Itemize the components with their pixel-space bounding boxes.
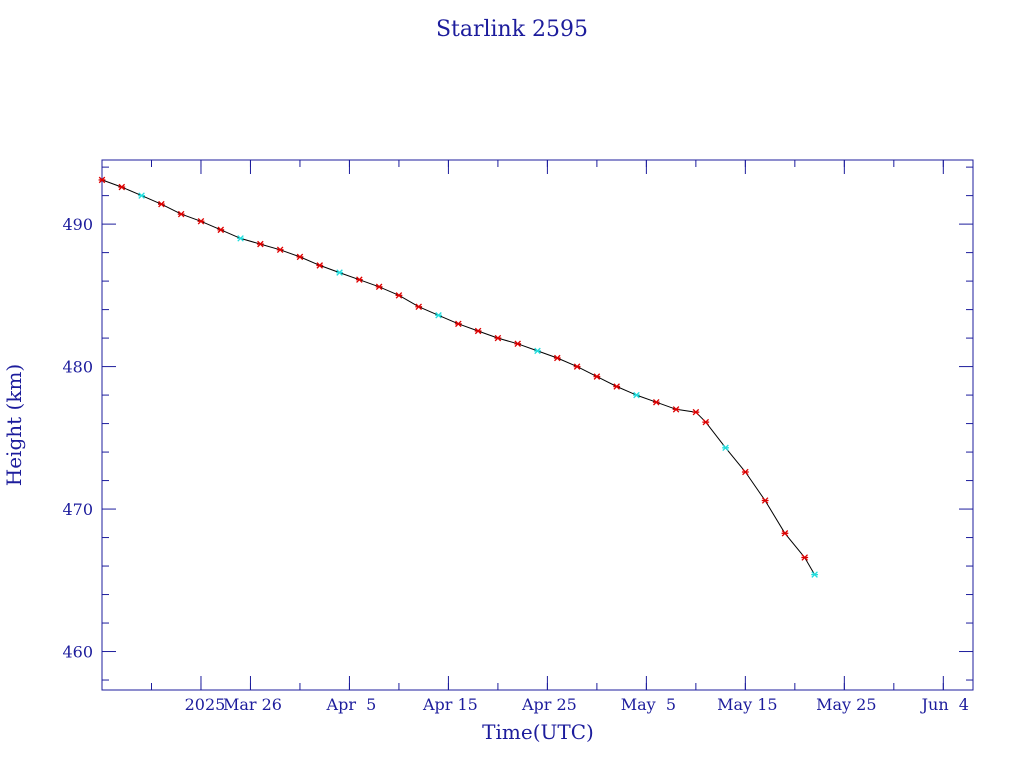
data-point: [741, 468, 749, 476]
y-tick-label: 460: [62, 643, 93, 662]
x-tick-label: Apr 15: [422, 695, 478, 714]
data-point: [138, 192, 145, 199]
data-point: [573, 363, 581, 370]
x-axis-label: Time(UTC): [482, 720, 594, 744]
x-tick-label: May 5: [621, 695, 676, 714]
x-tick-label: Apr 25: [521, 695, 577, 714]
data-point: [395, 292, 403, 299]
data-point: [633, 391, 640, 399]
data-point: [177, 210, 185, 218]
data-point: [613, 383, 621, 390]
data-point: [692, 408, 700, 416]
data-point: [276, 246, 284, 254]
data-point: [702, 418, 710, 426]
data-point: [217, 226, 225, 234]
data-point: [256, 240, 264, 248]
y-tick-label: 480: [62, 358, 93, 377]
x-tick-label: Apr 5: [326, 695, 377, 714]
x-tick-label: May 25: [816, 695, 876, 714]
data-point: [722, 444, 729, 452]
data-point: [494, 334, 502, 342]
data-point: [454, 320, 462, 328]
data-point: [435, 312, 442, 319]
data-point: [98, 176, 106, 184]
data-point: [157, 200, 165, 208]
data-point: [296, 253, 304, 261]
data-point: [375, 283, 383, 291]
data-point: [553, 354, 561, 362]
data-point: [415, 303, 423, 311]
series-layer: [98, 176, 819, 578]
data-point: [197, 218, 205, 225]
data-point: [316, 262, 324, 269]
data-point: [781, 530, 789, 537]
data-point: [801, 554, 809, 561]
series-line: [101, 179, 816, 575]
plot-frame: [101, 159, 974, 691]
x-tick-label: Jun 4: [920, 695, 969, 714]
y-axis-ticks: 460 470 480 490: [62, 166, 973, 681]
x-tick-label: 2025: [185, 695, 226, 714]
data-point: [652, 398, 660, 406]
data-point: [118, 183, 126, 191]
chart-title: Starlink 2595: [436, 17, 588, 42]
data-point: [237, 235, 244, 242]
data-point: [534, 347, 541, 355]
x-tick-label: May 15: [717, 695, 777, 714]
data-point: [514, 340, 522, 348]
y-tick-label: 470: [62, 500, 93, 519]
data-point: [355, 276, 363, 283]
data-point: [474, 327, 482, 335]
data-point: [593, 373, 601, 380]
data-point: [761, 497, 769, 504]
y-tick-label: 490: [62, 215, 93, 234]
data-point: [336, 269, 343, 276]
data-point: [811, 571, 819, 578]
data-point: [672, 406, 680, 413]
y-axis-label: Height (km): [2, 364, 26, 486]
x-tick-label: Mar 26: [223, 695, 282, 714]
